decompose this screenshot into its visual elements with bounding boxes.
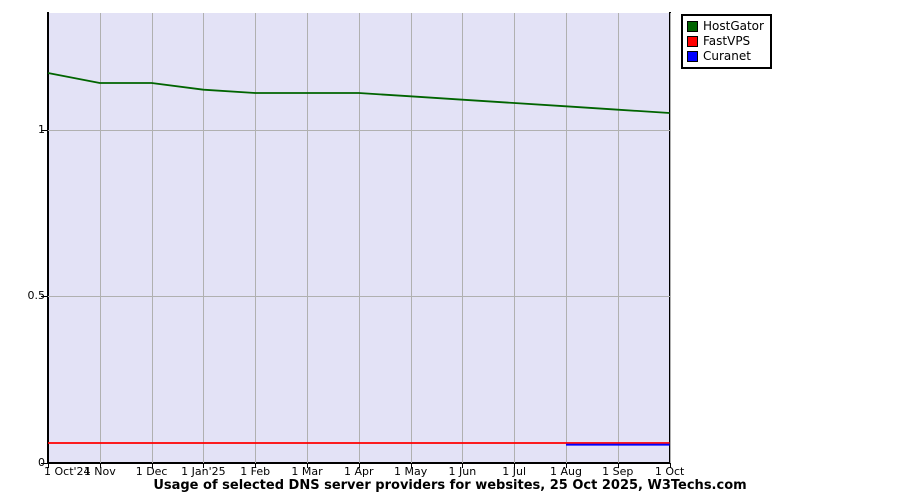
- y-tick-mark: [41, 463, 48, 464]
- y-tick-label: 0: [38, 456, 45, 469]
- x-tick-label: 1 Jul: [502, 465, 527, 478]
- gridline-vertical: [617, 13, 619, 463]
- legend-swatch-icon: [687, 51, 698, 62]
- x-tick-mark: [99, 464, 101, 468]
- x-tick-mark: [151, 464, 153, 468]
- x-tick-label: 1 May: [393, 465, 428, 478]
- x-tick-mark: [48, 464, 49, 468]
- x-tick-mark: [358, 464, 360, 468]
- legend-label: FastVPS: [703, 34, 751, 48]
- x-axis-line: [47, 462, 671, 464]
- gridline-horizontal: [48, 296, 670, 298]
- series-line-hostgator: [47, 72, 670, 114]
- legend-item-curanet[interactable]: Curanet: [687, 49, 764, 64]
- gridline-vertical: [151, 13, 153, 463]
- y-tick-mark: [41, 129, 48, 131]
- legend-label: Curanet: [703, 49, 751, 63]
- x-tick-label: 1 Oct'24: [44, 465, 91, 478]
- legend-swatch-icon: [687, 21, 698, 32]
- legend-item-hostgator[interactable]: HostGator: [687, 19, 764, 34]
- gridline-vertical: [307, 13, 308, 463]
- legend-item-fastvps[interactable]: FastVPS: [687, 34, 764, 49]
- x-tick-label: 1 Aug: [550, 465, 582, 478]
- legend-label: HostGator: [703, 19, 764, 33]
- x-tick-label: 1 Dec: [135, 465, 168, 478]
- gridline-vertical: [462, 13, 464, 463]
- x-tick-label: 1 Feb: [240, 465, 271, 478]
- x-tick-mark: [462, 464, 464, 468]
- x-tick-mark: [617, 464, 619, 468]
- x-tick-mark: [669, 464, 671, 468]
- x-tick-mark: [566, 464, 567, 468]
- gridline-vertical: [255, 13, 257, 463]
- gridline-vertical: [669, 13, 671, 463]
- x-tick-mark: [255, 464, 257, 468]
- gridline-vertical: [514, 13, 516, 463]
- gridline-horizontal: [48, 129, 670, 131]
- x-tick-mark: [410, 464, 412, 468]
- gridline-vertical: [358, 13, 360, 463]
- x-tick-label: 1 Mar: [291, 465, 323, 478]
- x-tick-label: 1 Oct: [654, 465, 685, 478]
- x-tick-label: 1 Apr: [344, 465, 374, 478]
- x-tick-label: 1 Sep: [602, 465, 634, 478]
- y-tick-mark: [41, 296, 48, 298]
- y-tick-label: 0.5: [27, 289, 46, 303]
- gridline-vertical: [410, 13, 412, 463]
- x-tick-label: 1 Jan'25: [181, 465, 226, 478]
- gridline-vertical: [203, 13, 205, 463]
- gridline-vertical: [566, 13, 567, 463]
- x-tick-label: 1 Jun: [448, 465, 477, 478]
- x-tick-mark: [514, 464, 516, 468]
- x-tick-label: 1 Nov: [83, 465, 116, 478]
- chart-legend: HostGator FastVPS Curanet: [681, 14, 772, 69]
- y-axis-line: [47, 12, 49, 464]
- x-tick-mark: [203, 464, 205, 468]
- legend-swatch-icon: [687, 36, 698, 47]
- chart-caption: Usage of selected DNS server providers f…: [153, 478, 747, 493]
- gridline-vertical: [99, 13, 101, 463]
- series-plot: [47, 72, 670, 446]
- x-tick-mark: [307, 464, 308, 468]
- y-tick-label: 1: [38, 122, 45, 136]
